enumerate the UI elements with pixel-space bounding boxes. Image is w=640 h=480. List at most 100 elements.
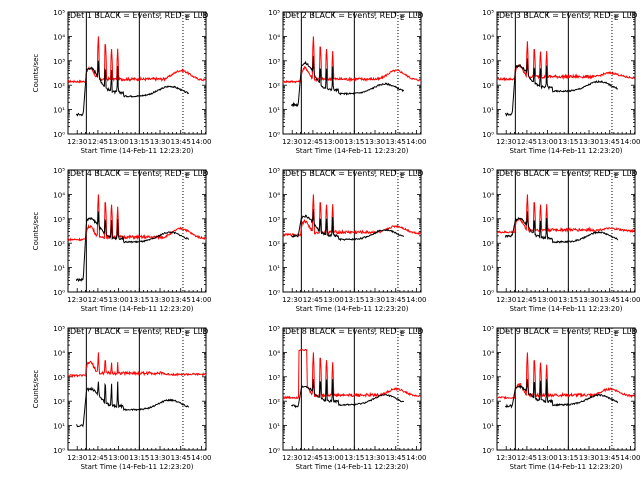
series-black-events: [290, 379, 404, 409]
x-axis-label: Start Time (14-Feb-11 12:23:20): [295, 463, 408, 471]
y-tick-label: 10⁰: [482, 447, 494, 455]
x-tick-label: 13:00: [109, 454, 129, 462]
panel-det-6: Det 6 BLACK = Events, RED = LLD10⁰10¹10²…: [482, 167, 640, 313]
y-tick-label: 10⁵: [482, 167, 494, 175]
x-tick-label: 13:45: [171, 138, 191, 146]
x-axis-label: Start Time (14-Feb-11 12:23:20): [80, 147, 193, 155]
x-tick-label: 13:00: [109, 138, 129, 146]
plot-frame: [282, 327, 422, 451]
x-tick-label: 12:30: [282, 138, 302, 146]
y-tick-label: 10⁴: [53, 191, 65, 199]
x-tick-label: 12:30: [496, 454, 516, 462]
y-tick-label: 10⁵: [482, 325, 494, 333]
x-tick-label: 13:15: [129, 296, 149, 304]
y-tick-label: 10⁴: [53, 33, 65, 41]
x-tick-label: 13:30: [150, 454, 170, 462]
interval-marker: E: [185, 172, 189, 180]
interval-marker: E: [185, 14, 189, 22]
y-tick-label: 10⁴: [53, 349, 65, 357]
y-tick-label: 10⁵: [268, 9, 280, 17]
x-axis-label: Start Time (14-Feb-11 12:23:20): [509, 305, 622, 313]
panel-det-4: Det 4 BLACK = Events, RED = LLD10⁰10¹10²…: [32, 167, 211, 313]
y-tick-label: 10⁰: [482, 131, 494, 139]
x-tick-label: 13:45: [600, 138, 620, 146]
y-tick-label: 10¹: [53, 423, 65, 431]
x-tick-label: 13:30: [579, 296, 599, 304]
x-tick-label: 12:30: [282, 296, 302, 304]
panel-det-8: Det 8 BLACK = Events, RED = LLD10⁰10¹10²…: [268, 325, 426, 471]
plot-frame: [282, 11, 422, 135]
x-tick-label: 12:45: [88, 138, 108, 146]
series-black-events: [76, 381, 190, 428]
y-tick-label: 10¹: [482, 107, 494, 115]
x-tick-label: 13:45: [386, 296, 406, 304]
y-tick-label: 10³: [53, 374, 65, 382]
x-tick-label: 13:45: [600, 296, 620, 304]
y-tick-label: 10³: [268, 374, 280, 382]
y-tick-label: 10²: [482, 240, 494, 248]
x-tick-label: 13:15: [344, 454, 364, 462]
x-tick-label: 12:30: [282, 454, 302, 462]
x-axis-label: Start Time (14-Feb-11 12:23:20): [295, 147, 408, 155]
x-tick-label: 13:00: [324, 454, 344, 462]
series-red-lld: [282, 194, 421, 238]
interval-marker: E: [400, 330, 404, 338]
x-tick-label: 13:45: [386, 454, 406, 462]
x-tick-label: 13:30: [365, 138, 385, 146]
y-tick-label: 10¹: [53, 265, 65, 273]
y-tick-label: 10⁴: [482, 191, 494, 199]
y-tick-label: 10¹: [268, 265, 280, 273]
y-tick-label: 10²: [268, 240, 280, 248]
x-tick-label: 13:00: [538, 296, 558, 304]
x-tick-label: 13:00: [538, 138, 558, 146]
x-tick-label: 13:30: [365, 296, 385, 304]
y-tick-label: 10⁴: [268, 349, 280, 357]
series-red-lld: [496, 352, 635, 400]
x-tick-label: 14:00: [620, 138, 640, 146]
y-tick-label: 10⁵: [482, 9, 494, 17]
panel-det-3: Det 3 BLACK = Events, RED = LLD10⁰10¹10²…: [482, 9, 640, 155]
x-tick-label: 12:45: [517, 138, 537, 146]
series-black-events: [505, 58, 619, 117]
x-tick-label: 13:15: [129, 454, 149, 462]
x-tick-label: 13:30: [579, 138, 599, 146]
interval-marker: E: [614, 330, 618, 338]
x-tick-label: 12:30: [496, 138, 516, 146]
x-tick-label: 14:00: [191, 454, 211, 462]
x-tick-label: 13:45: [386, 138, 406, 146]
x-tick-label: 13:15: [558, 454, 578, 462]
y-tick-label: 10³: [53, 216, 65, 224]
y-tick-label: 10⁰: [268, 289, 280, 297]
y-axis-label: Counts/sec: [32, 212, 40, 251]
x-tick-label: 13:00: [109, 296, 129, 304]
y-tick-label: 10⁰: [53, 447, 65, 455]
y-tick-label: 10³: [482, 58, 494, 66]
y-tick-label: 10¹: [53, 107, 65, 115]
y-tick-label: 10³: [268, 216, 280, 224]
y-tick-label: 10⁴: [268, 33, 280, 41]
y-tick-label: 10⁴: [482, 349, 494, 357]
x-axis-label: Start Time (14-Feb-11 12:23:20): [509, 463, 622, 471]
y-tick-label: 10²: [482, 398, 494, 406]
series-red-lld: [282, 348, 421, 400]
y-tick-label: 10³: [53, 58, 65, 66]
x-tick-label: 13:30: [579, 454, 599, 462]
interval-marker: E: [185, 330, 189, 338]
x-tick-label: 13:00: [324, 296, 344, 304]
x-tick-label: 14:00: [191, 138, 211, 146]
y-tick-label: 10⁰: [482, 289, 494, 297]
x-tick-label: 12:30: [67, 296, 87, 304]
y-tick-label: 10¹: [268, 107, 280, 115]
y-tick-label: 10²: [268, 398, 280, 406]
panel-det-9: Det 9 BLACK = Events, RED = LLD10⁰10¹10²…: [482, 325, 640, 471]
plot-frame: [282, 169, 422, 293]
series-red-lld: [67, 352, 206, 379]
plot-frame: [496, 11, 636, 135]
x-tick-label: 13:15: [344, 296, 364, 304]
y-axis-label: Counts/sec: [32, 370, 40, 409]
x-axis-label: Start Time (14-Feb-11 12:23:20): [80, 463, 193, 471]
y-axis-label: Counts/sec: [32, 54, 40, 93]
series-black-events: [290, 55, 405, 108]
x-tick-label: 13:45: [171, 296, 191, 304]
